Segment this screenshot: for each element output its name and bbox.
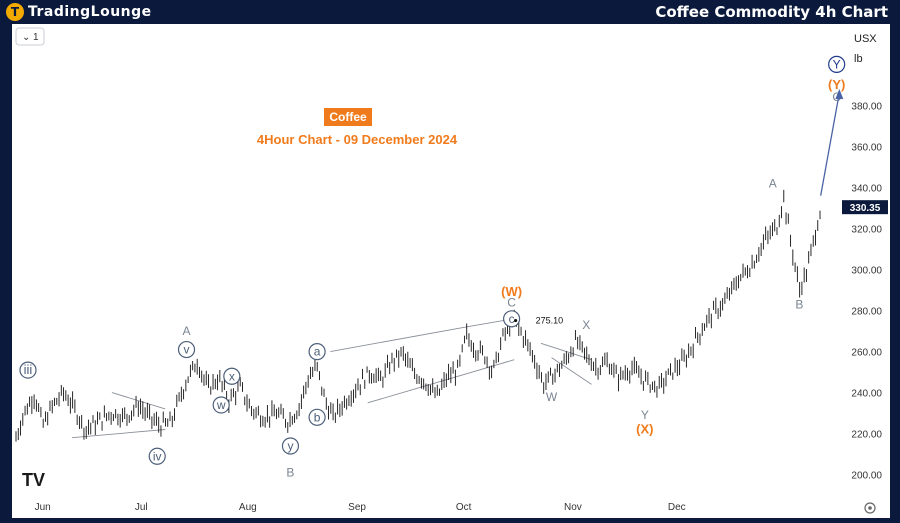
logo-wordmark: TradingLounge (28, 4, 152, 20)
peak-value: 275.10 (536, 316, 564, 326)
wave-label-circle (148, 447, 166, 465)
wave-label: x (229, 369, 235, 383)
brand-logo: T TradingLounge (6, 2, 152, 22)
unit-label[interactable]: lb (854, 53, 863, 65)
header-bar: T TradingLounge Coffee Commodity 4h Char… (0, 0, 900, 24)
wave-label: X (582, 318, 590, 332)
price-chart[interactable]: Jun Jul Aug Sep Oct Nov Dec 200.00 220.00 240.00… (12, 24, 890, 518)
y-tick-label: 360.00 (851, 142, 882, 153)
wave-label: B (286, 466, 294, 480)
wave-label-circle (19, 361, 37, 379)
wave-label: Y (833, 57, 841, 71)
wave-label: A (183, 324, 191, 338)
wave-label-circle (177, 340, 196, 359)
wave-label-circle (828, 55, 846, 73)
y-tick-label: 260.00 (851, 348, 882, 359)
x-tick-label: Aug (239, 502, 257, 513)
wave-label: v (184, 343, 190, 357)
interval-label: 1 (33, 32, 39, 43)
trend-line (330, 326, 467, 352)
x-tick-label: Oct (456, 502, 472, 513)
x-tick-label: Jul (135, 502, 148, 513)
chart-panel: Jun Jul Aug Sep Oct Nov Dec 200.00 220.00 240.00… (12, 24, 890, 518)
wave-label-circle (308, 408, 326, 426)
currency-label[interactable]: USX (854, 33, 877, 45)
y-tick-label: 380.00 (851, 101, 882, 112)
y-tick-label: 200.00 (851, 471, 882, 482)
wave-label: (W) (501, 284, 522, 299)
x-tick-label: Jun (35, 502, 51, 513)
gear-icon[interactable] (864, 502, 876, 514)
trend-lines (71, 318, 592, 439)
wave-label: Y (641, 408, 649, 422)
wave-label-circle (212, 396, 230, 414)
wave-label: iv (153, 449, 162, 463)
wave-label: W (546, 390, 558, 404)
trend-line (551, 357, 592, 385)
y-tick-label: 280.00 (851, 306, 882, 317)
wave-label: (X) (636, 422, 653, 437)
last-price-value: 330.35 (850, 203, 881, 214)
wave-label: B (795, 297, 803, 311)
x-tick-label: Sep (348, 502, 366, 513)
wave-label-circle (308, 343, 326, 361)
wave-label: iii (24, 362, 33, 377)
logo-mark: T (6, 3, 24, 21)
wave-label-circle (503, 310, 521, 328)
wave-label: C (507, 295, 516, 309)
x-tick-label: Dec (668, 502, 686, 513)
y-tick-label: 320.00 (851, 224, 882, 235)
interval-selector[interactable]: ⌄ 1 (15, 27, 45, 46)
wave-label: a (314, 345, 321, 359)
symbol-badge: Coffee (324, 108, 372, 126)
wave-label-circle (281, 437, 300, 455)
wave-label: b (314, 410, 321, 424)
peak-annotation: 275.10 (513, 316, 564, 326)
y-tick-label: 220.00 (851, 430, 882, 441)
trend-line (367, 359, 515, 404)
wave-label: c (509, 312, 515, 326)
trend-line (71, 429, 166, 439)
wave-label: A (769, 176, 777, 190)
wave-label: y (287, 439, 293, 453)
wave-label-circle (223, 367, 241, 385)
chart-subtitle: 4Hour Chart - 09 December 2024 (257, 132, 458, 147)
x-tick-label: Nov (564, 502, 582, 513)
symbol-badge-label: Coffee (329, 110, 367, 124)
x-axis: Jun Jul Aug Sep Oct Nov Dec (35, 502, 686, 513)
price-bars (15, 189, 821, 442)
y-tick-label: 300.00 (851, 265, 882, 276)
y-tick-label: 240.00 (851, 389, 882, 400)
wave-label: w (216, 398, 226, 412)
wave-label: (Y) (828, 77, 845, 92)
trend-line (111, 392, 166, 410)
last-price-tag: 330.35 (842, 200, 888, 215)
projection-arrow (820, 88, 844, 196)
chart-title: Coffee Commodity 4h Chart (655, 3, 888, 21)
chevron-down-icon: ⌄ (22, 32, 30, 43)
y-axis: 200.00 220.00 240.00 260.00 280.00 300.00 320.… (851, 101, 882, 481)
y-tick-label: 340.00 (851, 183, 882, 194)
tv-watermark: TV (22, 470, 45, 490)
